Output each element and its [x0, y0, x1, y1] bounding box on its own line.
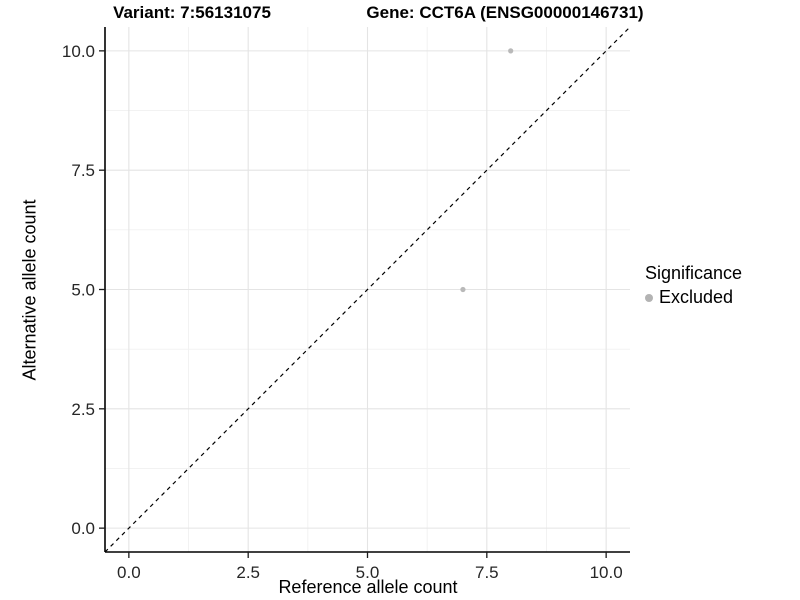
x-axis-title: Reference allele count — [278, 577, 458, 597]
legend-item-excluded: Excluded — [645, 287, 742, 308]
legend-title: Significance — [645, 263, 743, 283]
x-tick-label: 7.5 — [475, 563, 499, 582]
legend-item-label: Excluded — [659, 287, 734, 307]
identity-reference-line — [104, 26, 631, 553]
x-tick-label: 5.0 — [356, 563, 380, 582]
y-tick-label: 10.0 — [62, 42, 95, 61]
variant-title: Variant: 7:56131075 — [113, 3, 271, 22]
x-tick-label: 2.5 — [236, 563, 260, 582]
data-point — [460, 286, 466, 293]
y-tick-label: 5.0 — [71, 281, 95, 300]
y-tick-label: 7.5 — [71, 161, 95, 180]
x-tick-label: 0.0 — [117, 563, 141, 582]
data-point — [508, 48, 514, 54]
gene-title: Gene: CCT6A (ENSG00000146731) — [366, 3, 644, 22]
excluded-point-icon — [645, 293, 653, 302]
y-tick-label: 0.0 — [71, 519, 95, 538]
y-axis-title: Alternative allele count — [19, 199, 40, 381]
legend: Significance Excluded — [645, 263, 742, 308]
y-tick-label: 2.5 — [71, 400, 95, 419]
x-tick-label: 10.0 — [590, 563, 623, 582]
